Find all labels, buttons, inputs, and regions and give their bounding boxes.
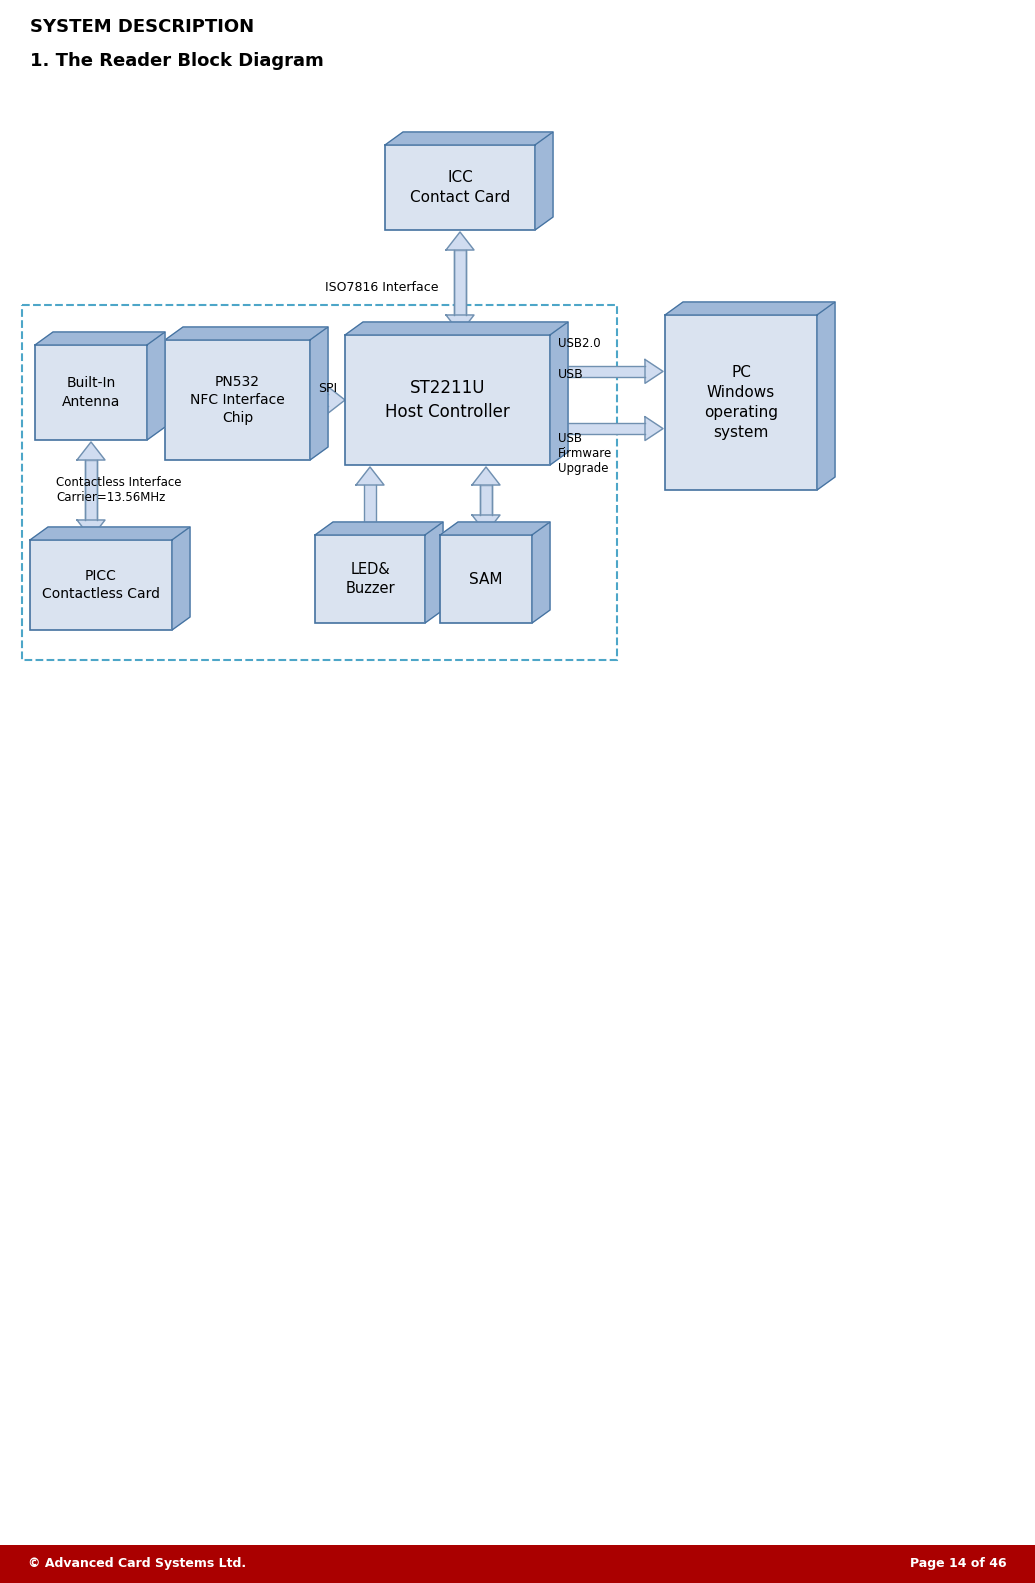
Polygon shape (535, 131, 553, 230)
Bar (453, 250, 467, 315)
Bar (666, 315, 817, 491)
Bar (385, 146, 535, 230)
Text: Contactless Interface
Carrier=13.56MHz: Contactless Interface Carrier=13.56MHz (56, 476, 181, 503)
Polygon shape (327, 386, 345, 415)
Bar (0, 1545, 1035, 1583)
Bar (479, 484, 493, 514)
Polygon shape (425, 522, 443, 624)
Text: LED&
Buzzer: LED& Buzzer (346, 562, 394, 597)
Polygon shape (35, 332, 165, 345)
Text: SAM: SAM (469, 571, 503, 586)
Polygon shape (165, 328, 328, 340)
Text: ISO7816 Interface: ISO7816 Interface (325, 282, 439, 294)
Text: Page 14 of 46: Page 14 of 46 (911, 1558, 1007, 1570)
Polygon shape (472, 467, 500, 484)
Polygon shape (310, 386, 328, 415)
Text: SPI: SPI (318, 382, 337, 396)
Text: ICC
Contact Card: ICC Contact Card (410, 169, 510, 204)
Polygon shape (147, 332, 165, 440)
Polygon shape (440, 522, 550, 535)
Text: USB2.0: USB2.0 (558, 337, 600, 350)
Polygon shape (147, 378, 165, 407)
Text: USB
Firmware
Upgrade: USB Firmware Upgrade (558, 432, 613, 475)
Text: PC
Windows
operating
system: PC Windows operating system (704, 366, 778, 440)
Polygon shape (817, 302, 835, 491)
Polygon shape (30, 527, 190, 540)
Polygon shape (666, 302, 835, 315)
Bar (85, 461, 97, 519)
Bar (30, 540, 172, 630)
Text: SYSTEM DESCRIPTION: SYSTEM DESCRIPTION (30, 17, 255, 36)
Polygon shape (172, 527, 190, 630)
Text: Built-In
Antenna: Built-In Antenna (62, 377, 120, 408)
Polygon shape (356, 467, 384, 484)
Text: USB: USB (558, 367, 584, 382)
Polygon shape (472, 514, 500, 533)
Bar (552, 366, 645, 377)
Polygon shape (310, 328, 328, 461)
Bar (165, 340, 310, 461)
Polygon shape (77, 519, 105, 538)
Text: 1. The Reader Block Diagram: 1. The Reader Block Diagram (30, 52, 324, 70)
Bar (315, 535, 425, 624)
Polygon shape (315, 522, 443, 535)
Bar (552, 423, 645, 434)
Polygon shape (77, 442, 105, 461)
Text: © Advanced Card Systems Ltd.: © Advanced Card Systems Ltd. (28, 1558, 246, 1570)
Text: PN532
NFC Interface
Chip: PN532 NFC Interface Chip (190, 375, 285, 426)
Bar (363, 484, 377, 533)
Polygon shape (385, 131, 553, 146)
Polygon shape (645, 359, 663, 383)
Polygon shape (446, 315, 474, 332)
Bar (147, 386, 165, 399)
Polygon shape (147, 378, 165, 407)
Bar (35, 345, 147, 440)
Polygon shape (532, 522, 550, 624)
Text: ST2211U
Host Controller: ST2211U Host Controller (385, 380, 510, 421)
Bar (345, 336, 550, 465)
Bar (22, 306, 617, 660)
Polygon shape (345, 321, 568, 336)
Polygon shape (550, 321, 568, 465)
Text: PICC
Contactless Card: PICC Contactless Card (42, 568, 160, 602)
Bar (440, 535, 532, 624)
Polygon shape (645, 416, 663, 440)
Polygon shape (446, 233, 474, 250)
